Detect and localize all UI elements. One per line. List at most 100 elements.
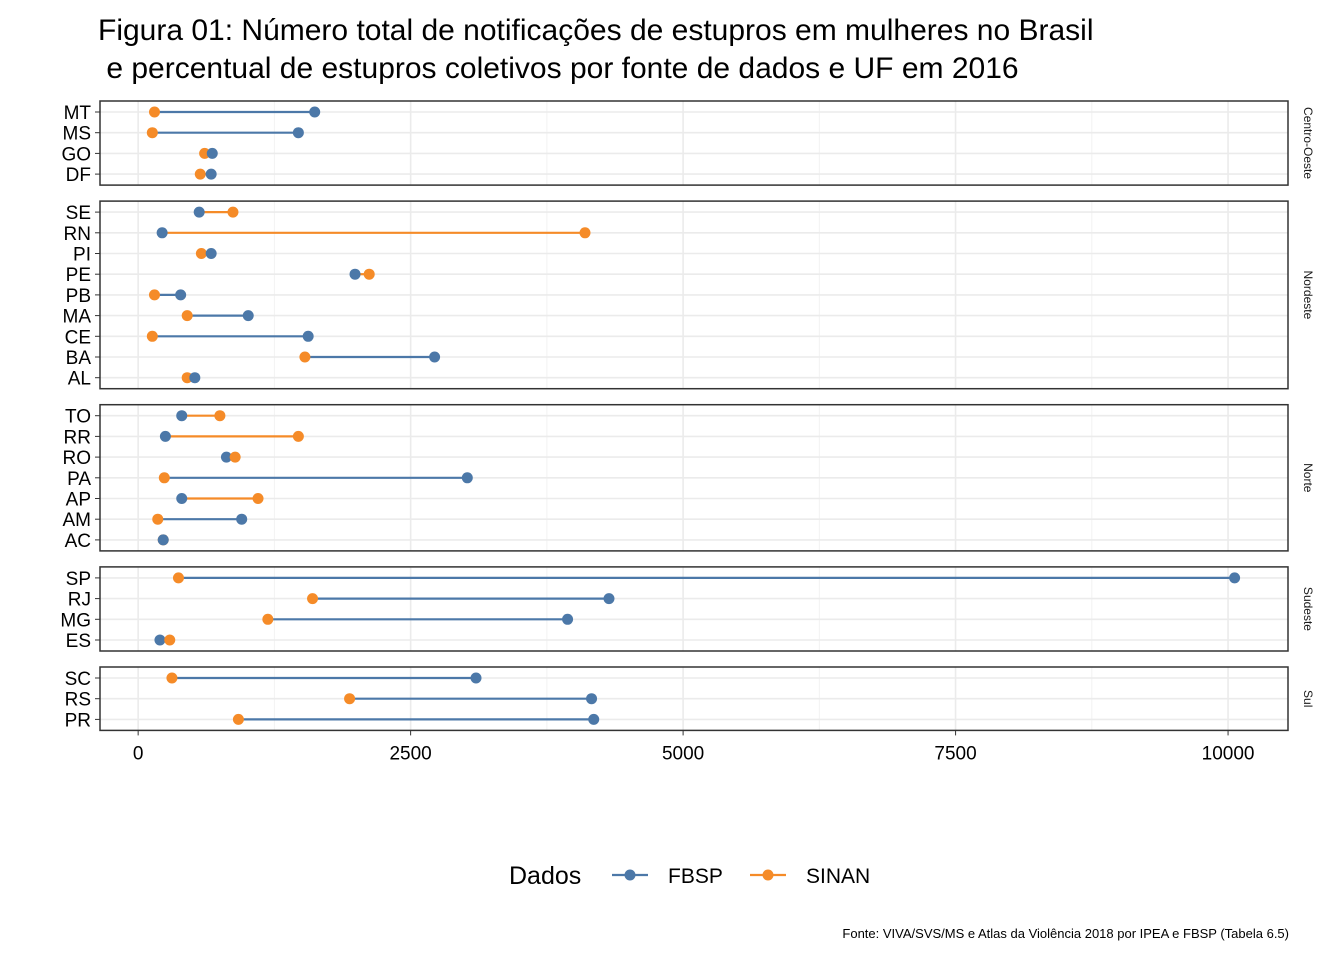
y-tick-label: AL: [68, 369, 91, 390]
x-tick-label: 10000: [1202, 743, 1255, 764]
sinan-point: [227, 206, 239, 218]
x-axis: 0 2500 5000 7500 10000: [133, 730, 1255, 764]
fbsp-point: [461, 472, 473, 484]
sinan-point: [252, 493, 264, 504]
y-tick-label: RN: [64, 224, 91, 245]
sinan-point: [262, 613, 274, 625]
sinan-point: [579, 227, 591, 239]
sinan-point: [299, 351, 311, 363]
fbsp-point: [206, 147, 218, 159]
legend-key-fbsp: FBSP: [612, 865, 723, 888]
panel-border: [99, 403, 1289, 552]
legend-key-sinan: SINAN: [750, 865, 870, 888]
facet-strip-label: Sudeste: [1301, 587, 1315, 631]
sinan-point: [148, 106, 160, 118]
y-tick-label: PA: [67, 469, 91, 490]
legend: Dados FBSP SINAN: [509, 862, 870, 890]
panel-background: [100, 566, 1288, 651]
fbsp-point: [236, 513, 248, 525]
y-tick-label: PI: [73, 245, 91, 266]
y-tick-label: PE: [66, 265, 91, 286]
legend-label: FBSP: [668, 865, 723, 888]
sinan-point: [164, 634, 176, 646]
y-tick-label: ES: [66, 631, 91, 652]
fbsp-point: [242, 310, 254, 322]
sinan-point: [146, 330, 158, 342]
fbsp-point: [349, 268, 361, 280]
sinan-point: [166, 672, 178, 684]
facet-strip-label: Nordeste: [1301, 271, 1315, 320]
fbsp-point: [220, 451, 232, 463]
legend-point: [762, 869, 774, 881]
sinan-point: [363, 268, 375, 280]
sinan-point: [199, 147, 211, 159]
facet-strip-label: Norte: [1301, 463, 1315, 493]
fbsp-point: [156, 227, 168, 239]
fbsp-point: [603, 593, 615, 605]
panel-border: [99, 666, 1289, 732]
y-tick-label: DF: [66, 165, 91, 186]
fbsp-point: [159, 430, 171, 442]
y-tick-label: AP: [66, 490, 91, 511]
fbsp-point: [292, 127, 304, 139]
sinan-point: [148, 289, 160, 301]
y-tick-label: AC: [65, 531, 91, 552]
y-tick-label: SE: [66, 203, 91, 224]
sinan-point: [344, 693, 356, 705]
y-tick-label: RR: [64, 427, 91, 448]
y-tick-label: MT: [64, 103, 92, 124]
fbsp-point: [1229, 572, 1241, 584]
y-tick-label: SP: [66, 569, 91, 590]
sinan-point: [181, 372, 193, 384]
sinan-point: [229, 451, 241, 463]
y-tick-label: CE: [65, 327, 91, 348]
legend-point: [624, 869, 636, 881]
panel-border: [99, 100, 1289, 186]
sinan-point: [181, 310, 193, 322]
facet-strip-label: Sul: [1301, 690, 1315, 707]
fbsp-point: [176, 410, 188, 422]
panel-background: [100, 101, 1288, 186]
x-tick-label: 2500: [389, 743, 431, 764]
sinan-point: [152, 513, 164, 525]
facet-strip-label: Centro-Oeste: [1301, 107, 1315, 179]
x-tick-label: 5000: [662, 743, 704, 764]
chart-title-line-2: e percentual de estupros coletivos por f…: [98, 52, 1019, 85]
y-tick-label: PB: [66, 286, 91, 307]
fbsp-point: [205, 248, 217, 259]
y-tick-label: RO: [63, 448, 92, 469]
sinan-point: [146, 127, 158, 139]
y-tick-label: MA: [63, 307, 92, 328]
fbsp-point: [429, 351, 441, 363]
panel-border: [99, 566, 1289, 652]
y-tick-label: PR: [65, 710, 91, 731]
y-tick-label: BA: [66, 348, 92, 369]
fbsp-point: [588, 713, 600, 725]
chart-title-line-1: Figura 01: Número total de notificações …: [98, 14, 1094, 47]
fbsp-point: [175, 289, 187, 301]
y-tick-label: AM: [63, 510, 92, 531]
x-tick-label: 0: [133, 743, 144, 764]
sinan-point: [232, 713, 244, 725]
y-tick-label: SC: [65, 669, 91, 690]
y-tick-label: MS: [63, 124, 92, 145]
sinan-point: [292, 430, 304, 442]
fbsp-point: [562, 613, 574, 625]
fbsp-point: [309, 106, 321, 118]
legend-label: SINAN: [806, 865, 870, 888]
y-tick-label: MG: [60, 610, 91, 631]
y-tick-label: RJ: [68, 590, 91, 611]
sinan-point: [195, 248, 207, 259]
panel-border: [99, 200, 1289, 390]
y-tick-label: RS: [65, 690, 91, 711]
x-tick-label: 7500: [934, 743, 976, 764]
fbsp-point: [154, 634, 166, 646]
sinan-point: [194, 168, 206, 180]
y-tick-label: TO: [65, 407, 91, 428]
